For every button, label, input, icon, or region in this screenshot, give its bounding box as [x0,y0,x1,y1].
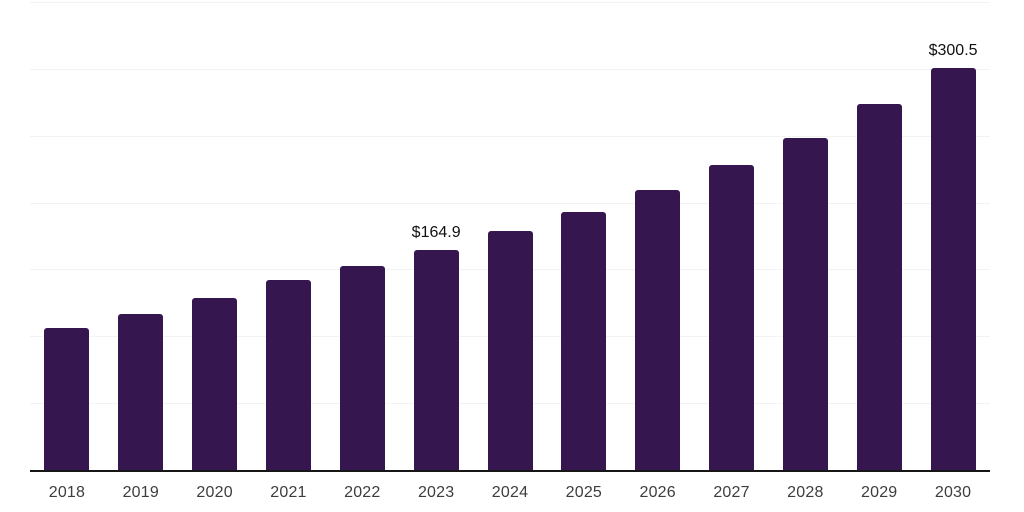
x-tick-label-2018: 2018 [48,484,86,501]
data-label-2030: $300.5 [928,42,978,60]
x-tick-label-2028: 2028 [787,484,824,501]
bar-2030 [930,68,976,470]
x-tick-label-2020: 2020 [196,484,233,501]
x-tick-label-2022: 2022 [344,484,381,501]
gridline [30,136,990,137]
gridline [30,203,990,204]
bar-2022 [339,265,385,470]
bar-2024 [487,230,533,470]
x-tick-label-2024: 2024 [491,484,529,501]
x-tick-label-2019: 2019 [122,484,159,501]
bar-2020 [192,297,238,470]
bar-2026 [635,189,681,470]
x-tick-label-2025: 2025 [565,484,603,501]
gridline [30,2,990,3]
x-tick-label-2023: 2023 [417,484,455,501]
x-tick-label-2027: 2027 [713,484,750,501]
bar-2029 [856,104,902,470]
bar-2019 [118,314,164,470]
x-tick-label-2029: 2029 [861,484,898,501]
x-axis-line [30,470,990,472]
data-label-2023: $164.9 [411,223,461,241]
bar-2025 [561,211,607,470]
bar-2018 [44,328,90,470]
bar-2021 [265,279,311,470]
x-tick-label-2026: 2026 [639,484,676,501]
bar-2023 [413,249,459,470]
x-tick-label-2021: 2021 [270,484,307,501]
gridline [30,69,990,70]
bar-2028 [782,137,828,470]
bar-2027 [709,164,755,470]
x-tick-label-2030: 2030 [934,484,972,501]
